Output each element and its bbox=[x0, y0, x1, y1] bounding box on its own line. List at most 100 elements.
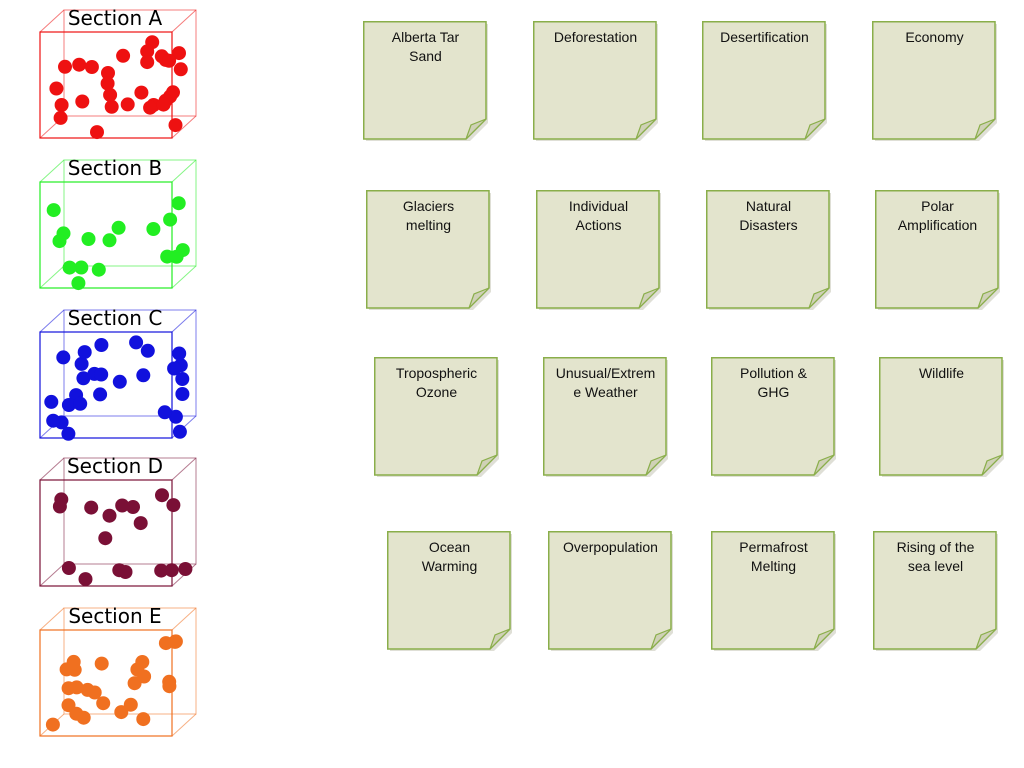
note-deforestation[interactable]: Deforestation bbox=[533, 21, 658, 141]
particle-dot bbox=[114, 705, 129, 720]
particle-dot bbox=[94, 656, 109, 671]
particle-dot bbox=[61, 398, 76, 412]
particle-dot bbox=[157, 405, 172, 420]
note-ocean-warming[interactable]: Ocean Warming bbox=[387, 531, 512, 651]
section-e-label: Section E bbox=[68, 604, 162, 628]
note-label: Natural Disasters bbox=[739, 198, 798, 233]
section-b-cube-icon bbox=[39, 159, 197, 291]
note-label: Deforestation bbox=[553, 29, 638, 45]
note-label: Alberta Tar Sand bbox=[391, 29, 460, 64]
section-d-box: Section D bbox=[36, 454, 202, 592]
sticky-note-icon bbox=[366, 190, 491, 310]
particle-dot bbox=[61, 426, 76, 441]
note-economy[interactable]: Economy bbox=[872, 21, 997, 141]
section-b-label: Section B bbox=[67, 156, 163, 180]
particle-dot bbox=[74, 356, 89, 371]
particle-dot bbox=[156, 97, 171, 112]
sticky-note-icon bbox=[879, 357, 1004, 477]
particle-dot bbox=[56, 350, 71, 365]
particle-dot bbox=[162, 679, 177, 694]
particle-dot bbox=[143, 100, 158, 115]
particle-dot bbox=[93, 387, 108, 402]
particle-dot bbox=[66, 654, 81, 669]
section-c-box: Section C bbox=[36, 306, 202, 444]
note-permafrost-melting[interactable]: Permafrost Melting bbox=[711, 531, 836, 651]
note-natural-disasters[interactable]: Natural Disasters bbox=[706, 190, 831, 310]
note-unusual-extreme-weather[interactable]: Unusual/Extrem e Weather bbox=[543, 357, 668, 477]
particle-dot bbox=[136, 712, 151, 727]
section-d-label: Section D bbox=[66, 454, 164, 478]
section-a-cube-icon bbox=[39, 9, 197, 140]
sticky-note-icon bbox=[706, 190, 831, 310]
particle-dot bbox=[76, 710, 91, 725]
particle-dot bbox=[168, 409, 183, 424]
sticky-note-icon bbox=[543, 357, 668, 477]
sticky-note-icon bbox=[872, 21, 997, 141]
particle-dot bbox=[140, 44, 155, 59]
particle-dot bbox=[61, 681, 76, 696]
section-a-label: Section A bbox=[67, 6, 163, 30]
note-label: Permafrost Melting bbox=[739, 539, 808, 574]
particle-dot bbox=[91, 262, 106, 277]
particle-dot bbox=[111, 220, 126, 235]
note-glaciers-melting[interactable]: Glaciers melting bbox=[366, 190, 491, 310]
section-e-cube-icon bbox=[39, 607, 197, 737]
note-rising-sea-level[interactable]: Rising of the sea level bbox=[873, 531, 998, 651]
particle-dot bbox=[84, 500, 99, 515]
particle-dot bbox=[54, 98, 69, 112]
note-label: Pollution & GHG bbox=[740, 365, 807, 400]
particle-dot bbox=[94, 338, 109, 352]
section-c-cube-icon bbox=[39, 309, 197, 441]
note-label: Overpopulation bbox=[563, 539, 658, 555]
note-tropospheric-ozone[interactable]: Tropospheric Ozone bbox=[374, 357, 499, 477]
particle-dot bbox=[140, 343, 155, 358]
particle-dot bbox=[164, 563, 179, 578]
particle-dot bbox=[129, 335, 144, 350]
section-e-box: Section E bbox=[36, 604, 202, 742]
particle-dot bbox=[136, 368, 151, 383]
particle-dot bbox=[104, 99, 119, 114]
particle-dot bbox=[160, 249, 175, 264]
particle-dot bbox=[72, 57, 87, 72]
particle-dot bbox=[163, 212, 178, 227]
note-label: Ocean Warming bbox=[421, 539, 478, 574]
particle-dot bbox=[140, 55, 155, 70]
note-desertification[interactable]: Desertification bbox=[702, 21, 827, 141]
particle-dot bbox=[71, 276, 86, 291]
particle-dot bbox=[154, 563, 169, 578]
particle-dot bbox=[123, 697, 138, 712]
particle-dot bbox=[166, 498, 181, 513]
particle-dot bbox=[172, 46, 186, 61]
section-c-label: Section C bbox=[67, 306, 163, 330]
particle-dot bbox=[103, 87, 118, 102]
particle-dot bbox=[115, 498, 130, 513]
particle-dot bbox=[52, 234, 67, 249]
particle-dot bbox=[61, 561, 76, 575]
note-label: Desertification bbox=[720, 29, 809, 45]
particle-dot bbox=[90, 125, 104, 140]
note-individual-actions[interactable]: Individual Actions bbox=[536, 190, 661, 310]
section-d-cube-icon bbox=[39, 457, 197, 587]
particle-dot bbox=[120, 97, 135, 112]
sticky-note-icon bbox=[548, 531, 673, 651]
sticky-note-icon bbox=[711, 357, 836, 477]
note-alberta-tar-sand[interactable]: Alberta Tar Sand bbox=[363, 21, 488, 141]
note-polar-amplification[interactable]: Polar Amplification bbox=[875, 190, 1000, 310]
section-b-box: Section B bbox=[36, 156, 202, 294]
particle-dot bbox=[172, 346, 187, 361]
particle-dot bbox=[168, 634, 183, 649]
particle-dot bbox=[49, 81, 64, 96]
note-wildlife[interactable]: Wildlife bbox=[879, 357, 1004, 477]
note-label: Tropospheric Ozone bbox=[395, 365, 478, 400]
note-label: Glaciers melting bbox=[402, 198, 455, 233]
particle-dot bbox=[178, 562, 193, 576]
particle-dot bbox=[96, 696, 111, 711]
sticky-note-icon bbox=[374, 357, 499, 477]
note-pollution-ghg[interactable]: Pollution & GHG bbox=[711, 357, 836, 477]
particle-dot bbox=[155, 488, 169, 503]
note-overpopulation[interactable]: Overpopulation bbox=[548, 531, 673, 651]
particle-dot bbox=[162, 53, 177, 68]
note-label: Wildlife bbox=[918, 365, 965, 381]
particle-dot bbox=[116, 48, 131, 63]
particle-dot bbox=[78, 572, 93, 587]
